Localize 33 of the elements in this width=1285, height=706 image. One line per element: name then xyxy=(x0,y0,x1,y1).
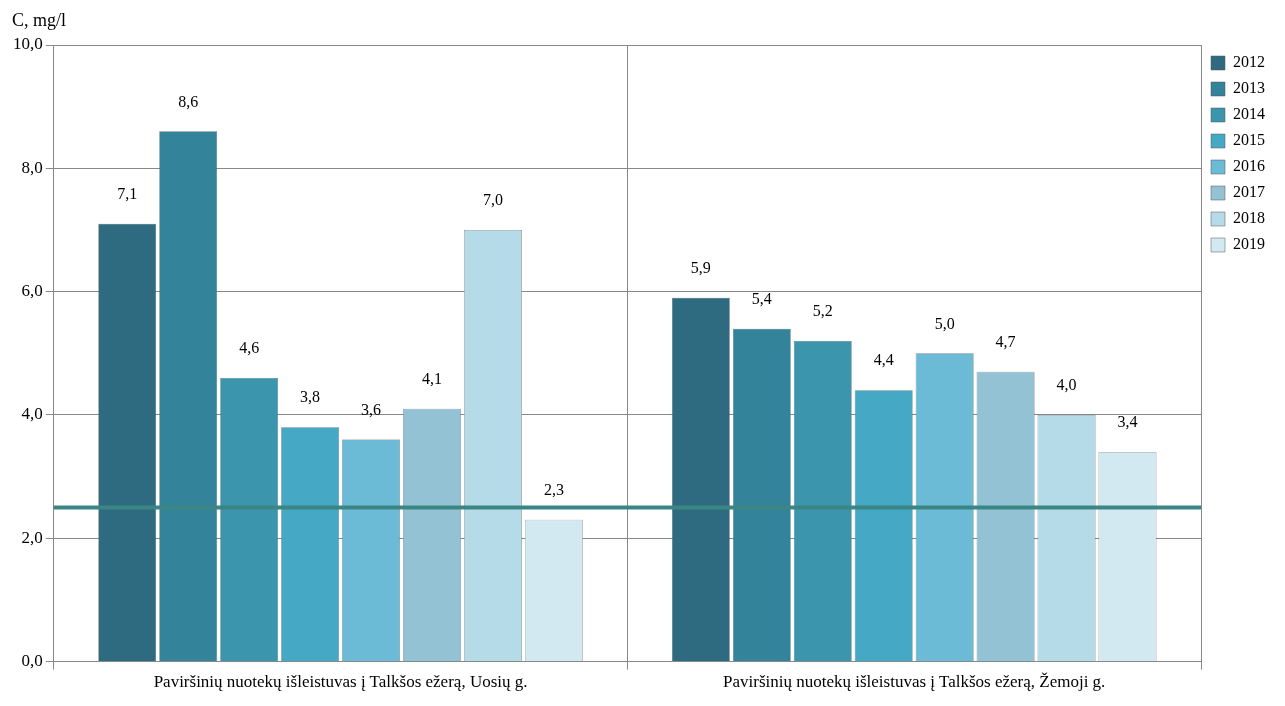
y-tick-label: 8,0 xyxy=(21,157,43,177)
y-tick-label: 4,0 xyxy=(21,404,43,424)
legend-label: 2016 xyxy=(1233,157,1265,175)
y-tick-label: 10,0 xyxy=(13,34,43,54)
legend-label: 2018 xyxy=(1233,209,1265,227)
x-tick-label: Paviršinių nuotekų išleistuvas į Talkšos ežerą, Uosių g. xyxy=(153,672,528,692)
data-label: 4,0 xyxy=(1056,376,1077,394)
data-label: 7,0 xyxy=(482,191,503,209)
data-label: 8,6 xyxy=(178,92,199,110)
legend-label: 2019 xyxy=(1233,235,1265,253)
data-label: 5,4 xyxy=(751,289,772,307)
data-label: 3,8 xyxy=(300,388,321,406)
data-label: 7,1 xyxy=(117,185,138,203)
data-label: 5,9 xyxy=(690,259,711,277)
y-axis-title: C, mg/l xyxy=(12,9,67,30)
x-tick-label: Paviršinių nuotekų išleistuvas į Talkšos ežerą, Žemoji g. xyxy=(723,672,1106,692)
data-label: 3,6 xyxy=(361,400,382,418)
data-label: 5,2 xyxy=(812,302,833,320)
legend-label: 2012 xyxy=(1233,53,1265,71)
data-label: 4,6 xyxy=(239,339,260,357)
data-label: 4,4 xyxy=(873,351,894,369)
y-tick-label: 0,0 xyxy=(21,651,43,671)
legend-label: 2017 xyxy=(1233,183,1265,201)
data-label: 4,7 xyxy=(995,333,1016,350)
data-label: 5,0 xyxy=(934,314,955,332)
y-tick-label: 2,0 xyxy=(21,527,43,547)
data-label: 2,3 xyxy=(543,480,564,498)
legend-label: 2013 xyxy=(1233,79,1265,97)
legend-label: 2014 xyxy=(1233,105,1265,123)
legend-label: 2015 xyxy=(1233,131,1265,149)
y-tick-label: 6,0 xyxy=(21,281,43,301)
data-label: 4,1 xyxy=(421,370,442,387)
data-label: 3,4 xyxy=(1117,413,1138,431)
